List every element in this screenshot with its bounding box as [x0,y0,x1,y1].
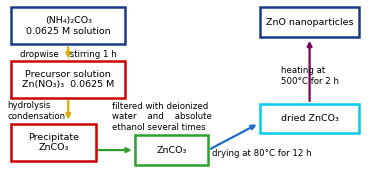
Text: Precipitate
ZnCO₃: Precipitate ZnCO₃ [28,133,79,152]
Text: dried ZnCO₃: dried ZnCO₃ [280,114,338,123]
Text: heating at
500°C for 2 h: heating at 500°C for 2 h [280,66,339,86]
Text: Precursor solution
Zn(NO₃)₃  0.0625 M: Precursor solution Zn(NO₃)₃ 0.0625 M [22,70,114,89]
Text: ZnO nanoparticles: ZnO nanoparticles [266,18,353,27]
FancyBboxPatch shape [11,61,125,98]
Text: drying at 80°C for 12 h: drying at 80°C for 12 h [212,149,312,158]
Text: hydrolysis
condensation: hydrolysis condensation [8,101,65,121]
Text: |: | [67,50,70,59]
Text: ZnCO₃: ZnCO₃ [156,146,186,155]
FancyBboxPatch shape [260,104,359,133]
FancyBboxPatch shape [11,124,96,161]
FancyBboxPatch shape [11,7,125,44]
Text: dropwise    stirring 1 h: dropwise stirring 1 h [20,50,117,59]
FancyBboxPatch shape [260,7,359,37]
Text: (NH₄)₂CO₃
0.0625 M solution: (NH₄)₂CO₃ 0.0625 M solution [26,16,111,36]
FancyBboxPatch shape [135,135,208,165]
Text: filtered with deionized
water    and    absolute
ethanol several times: filtered with deionized water and absolu… [112,102,212,132]
